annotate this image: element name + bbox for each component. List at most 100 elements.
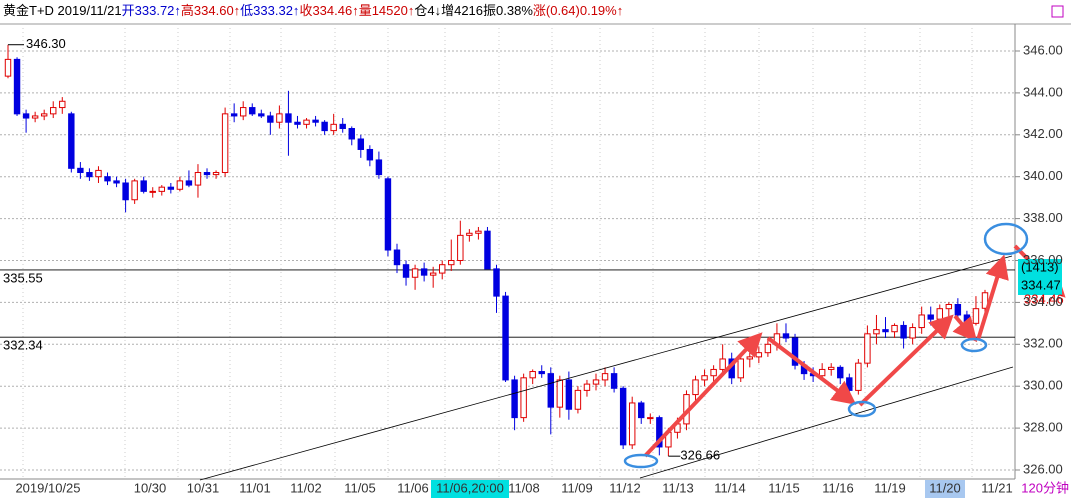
candle-body [846, 377, 853, 391]
candle-body [502, 295, 509, 381]
candle-body [656, 417, 663, 448]
candle-body [610, 373, 618, 389]
candle-body [891, 324, 898, 333]
period-label: 120分钟 [1021, 480, 1069, 495]
candles [4, 44, 989, 457]
circles [623, 222, 1029, 469]
candle-body [303, 119, 310, 125]
x-tick-label: 11/19 [874, 480, 906, 495]
candle-body [827, 366, 835, 370]
candle-body [330, 123, 337, 132]
candle-body [538, 371, 545, 375]
grid [0, 24, 1020, 479]
x-tick-label: 11/15 [768, 480, 800, 495]
header-segment: 开333.72↑ [122, 3, 181, 18]
candle-body [321, 121, 328, 132]
candle-body [864, 333, 871, 364]
cursor-box [1018, 259, 1062, 295]
candle-body [900, 324, 907, 339]
candle-body [954, 303, 962, 316]
candle-body [285, 113, 292, 123]
candle-body [909, 327, 916, 339]
y-tick-label: 336.00 [1023, 252, 1063, 267]
candle-body [131, 180, 138, 201]
candle-body [439, 264, 446, 274]
y-tick-label: 346.00 [1023, 42, 1063, 57]
x-tick-label: 11/09 [561, 480, 593, 495]
candle-body [936, 308, 943, 320]
candle-body [529, 371, 536, 379]
candle-body [547, 373, 554, 408]
last-price: 334.46 [1024, 291, 1064, 306]
y-tick-label: 342.00 [1023, 126, 1063, 141]
channel-upper [199, 255, 1013, 481]
candle-body [402, 264, 410, 278]
y-tick-label: 328.00 [1023, 420, 1063, 435]
x-tick-label: 11/08 [508, 480, 540, 495]
candle-body [755, 352, 763, 358]
right-labels: (1413) 334.47 334.46 [1018, 259, 1064, 306]
candle-body [692, 379, 699, 396]
x-tick-label: 10/30 [134, 480, 167, 495]
candle-body [149, 190, 156, 193]
candle-body [565, 379, 573, 410]
candle-body [493, 268, 500, 297]
candle-body [221, 113, 229, 174]
candle-body [746, 356, 754, 360]
candle-body [348, 128, 355, 140]
candle-body [873, 329, 880, 335]
candle-body [176, 180, 184, 190]
candle-body [511, 379, 518, 419]
x-tick-label: 2019/10/25 [15, 480, 80, 495]
header-segment: 量14520↑ [359, 3, 415, 18]
y-tick-label: 326.00 [1023, 461, 1063, 476]
candle-body [203, 172, 211, 176]
candle-body [719, 358, 726, 370]
candle-body [384, 178, 392, 251]
x-tick-label: 11/06,20:00 [436, 480, 504, 495]
y-tick-label: 334.00 [1023, 294, 1063, 309]
candle-body [158, 186, 166, 192]
candle-body [357, 138, 365, 150]
candle-body [601, 373, 609, 381]
candle-body [619, 387, 627, 446]
candle-body [882, 329, 889, 333]
candle-body [50, 107, 57, 115]
candle-body [981, 292, 989, 309]
candle-body [212, 172, 220, 176]
x-tick-label: 11/02 [290, 480, 322, 495]
x-tick-label: 11/01 [239, 480, 271, 495]
x-tick-label: 11/12 [609, 480, 641, 495]
header-segment: 高334.60↑ [181, 3, 240, 18]
candle-body [420, 268, 428, 276]
header-segment: 振0.38% [483, 3, 533, 18]
corner-box[interactable] [1051, 5, 1064, 18]
candle-body [185, 180, 193, 186]
x-tick-label: 11/13 [662, 480, 694, 495]
candle-body [855, 362, 862, 391]
candle-body [4, 58, 12, 77]
candle-body [638, 402, 645, 419]
candle-body [972, 308, 980, 324]
candle-body [339, 123, 346, 130]
header-segment: 低333.32↑ [240, 3, 299, 18]
candle-body [77, 167, 84, 174]
x-tick-label: 11/16 [822, 480, 854, 495]
candle-body [366, 148, 374, 161]
candle-body [520, 377, 527, 419]
candle-body [556, 379, 564, 408]
candle-body [267, 115, 274, 123]
candle-body [249, 107, 256, 115]
candle-body [448, 260, 455, 266]
candle-body [258, 113, 265, 117]
low-label: 326.66 [680, 448, 720, 463]
candle-body [837, 366, 844, 379]
x-tick-label: 11/05 [344, 480, 376, 495]
candle-body [122, 182, 129, 201]
candle-body [167, 186, 175, 190]
candle-body [945, 303, 953, 310]
candle-body [312, 119, 319, 123]
y-tick-label: 332.00 [1023, 336, 1063, 351]
candle-body [194, 172, 202, 186]
